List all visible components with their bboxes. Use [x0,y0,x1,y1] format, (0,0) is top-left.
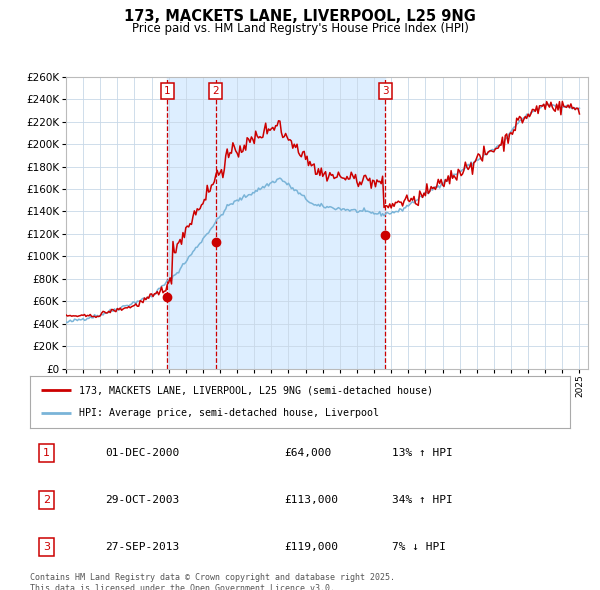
Text: £64,000: £64,000 [284,448,331,458]
Text: 1: 1 [164,86,170,96]
Text: HPI: Average price, semi-detached house, Liverpool: HPI: Average price, semi-detached house,… [79,408,379,418]
Text: Contains HM Land Registry data © Crown copyright and database right 2025.
This d: Contains HM Land Registry data © Crown c… [30,573,395,590]
Text: 3: 3 [382,86,389,96]
Text: 173, MACKETS LANE, LIVERPOOL, L25 9NG: 173, MACKETS LANE, LIVERPOOL, L25 9NG [124,9,476,24]
Text: 29-OCT-2003: 29-OCT-2003 [106,495,180,505]
Text: 34% ↑ HPI: 34% ↑ HPI [392,495,452,505]
Text: 2: 2 [212,86,219,96]
Text: 1: 1 [43,448,50,458]
Text: 01-DEC-2000: 01-DEC-2000 [106,448,180,458]
Text: 13% ↑ HPI: 13% ↑ HPI [392,448,452,458]
Text: 7% ↓ HPI: 7% ↓ HPI [392,542,446,552]
Text: 3: 3 [43,542,50,552]
Text: 27-SEP-2013: 27-SEP-2013 [106,542,180,552]
Text: £113,000: £113,000 [284,495,338,505]
Bar [167,77,385,369]
Text: 2: 2 [43,495,50,505]
Text: Price paid vs. HM Land Registry's House Price Index (HPI): Price paid vs. HM Land Registry's House … [131,22,469,35]
Text: 173, MACKETS LANE, LIVERPOOL, L25 9NG (semi-detached house): 173, MACKETS LANE, LIVERPOOL, L25 9NG (s… [79,385,433,395]
Text: £119,000: £119,000 [284,542,338,552]
